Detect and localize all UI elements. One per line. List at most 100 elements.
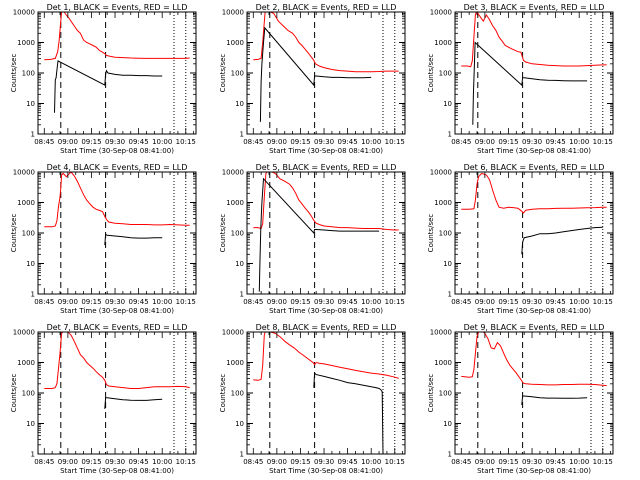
x-tick-label: 08:45 — [243, 458, 263, 466]
x-tick-label: 09:30 — [522, 298, 542, 306]
y-tick-label: 100 — [439, 230, 452, 238]
y-tick-label: 10000 — [430, 329, 452, 337]
x-tick-label: 10:00 — [152, 298, 172, 306]
x-axis-label: Start Time (30-Sep-08 08:41:00) — [477, 307, 591, 315]
x-axis-label: Start Time (30-Sep-08 08:41:00) — [477, 467, 591, 475]
x-tick-label: 09:00 — [475, 138, 495, 146]
plot-frame — [246, 11, 406, 135]
x-tick-label: 09:00 — [475, 298, 495, 306]
y-tick-label: 10 — [443, 260, 452, 268]
y-tick-label: 100 — [231, 230, 244, 238]
x-tick-label: 09:30 — [314, 298, 334, 306]
x-tick-label: 10:15 — [176, 458, 196, 466]
y-tick-label: 100 — [22, 390, 35, 398]
x-tick-label: 09:30 — [522, 138, 542, 146]
y-tick-label: 1 — [31, 291, 35, 299]
x-tick-label: 09:45 — [129, 298, 149, 306]
x-tick-label: 09:00 — [58, 138, 78, 146]
series-line-lld — [461, 172, 607, 214]
x-tick-label: 08:45 — [34, 298, 54, 306]
y-tick-label: 10 — [26, 260, 35, 268]
panel-title: Det 5, BLACK = Events, RED = LLD — [256, 163, 397, 172]
series-line-lld — [44, 332, 190, 389]
x-tick-label: 10:15 — [385, 458, 405, 466]
x-tick-label: 10:00 — [569, 138, 589, 146]
plot-frame — [454, 331, 614, 455]
y-tick-label: 1 — [448, 131, 452, 139]
x-tick-label: 10:00 — [569, 458, 589, 466]
series-line-events — [521, 226, 603, 255]
x-tick-label: 09:15 — [498, 298, 518, 306]
y-tick-label: 100 — [439, 70, 452, 78]
x-tick-label: 09:15 — [81, 458, 101, 466]
y-tick-label: 1000 — [434, 359, 452, 367]
series-line-events — [54, 60, 163, 113]
x-tick-label: 10:15 — [593, 458, 613, 466]
x-tick-label: 09:00 — [475, 458, 495, 466]
y-tick-label: 1000 — [434, 39, 452, 47]
y-tick-label: 10000 — [222, 329, 244, 337]
detector-panel-7: Det 7, BLACK = Events, RED = LLD 1 10 100 10… — [10, 323, 197, 475]
x-tick-label: 08:45 — [451, 458, 471, 466]
x-tick-label: 09:00 — [58, 298, 78, 306]
x-tick-label: 09:45 — [129, 458, 149, 466]
x-tick-label: 10:00 — [361, 298, 381, 306]
x-tick-label: 09:45 — [129, 138, 149, 146]
plot-frame — [37, 331, 197, 455]
panel-title: Det 2, BLACK = Events, RED = LLD — [256, 3, 397, 12]
series-line-lld — [253, 332, 399, 381]
x-tick-label: 09:30 — [105, 298, 125, 306]
x-tick-label: 09:15 — [290, 298, 310, 306]
panel-title: Det 8, BLACK = Events, RED = LLD — [256, 323, 397, 332]
y-tick-label: 10000 — [222, 9, 244, 17]
y-tick-label: 1 — [448, 291, 452, 299]
plot-frame — [37, 11, 197, 135]
x-tick-label: 09:45 — [546, 458, 566, 466]
detector-panel-6: Det 6, BLACK = Events, RED = LLD 1 10 100 10… — [427, 163, 614, 315]
detector-panel-8: Det 8, BLACK = Events, RED = LLD 1 10 100 10… — [219, 323, 406, 475]
y-tick-label: 10 — [26, 100, 35, 108]
x-tick-label: 09:45 — [338, 298, 358, 306]
y-axis-label: Counts/sec — [219, 214, 227, 253]
y-axis-label: Counts/sec — [10, 374, 18, 413]
x-axis-label: Start Time (30-Sep-08 08:41:00) — [477, 147, 591, 155]
y-tick-label: 100 — [231, 390, 244, 398]
y-tick-label: 1000 — [434, 199, 452, 207]
x-tick-label: 10:15 — [176, 298, 196, 306]
y-tick-label: 100 — [22, 230, 35, 238]
series-line-lld — [461, 332, 607, 387]
x-axis-label: Start Time (30-Sep-08 08:41:00) — [60, 467, 174, 475]
y-tick-label: 100 — [231, 70, 244, 78]
x-tick-label: 08:45 — [243, 298, 263, 306]
y-tick-label: 10 — [443, 420, 452, 428]
y-tick-label: 10 — [26, 420, 35, 428]
y-tick-label: 1 — [240, 291, 244, 299]
x-tick-label: 09:00 — [267, 458, 287, 466]
y-tick-label: 1000 — [17, 39, 35, 47]
x-tick-label: 09:30 — [105, 458, 125, 466]
x-tick-label: 08:45 — [451, 138, 471, 146]
plot-frame — [454, 11, 614, 135]
y-tick-label: 1000 — [226, 199, 244, 207]
y-tick-label: 10000 — [13, 169, 35, 177]
x-tick-label: 08:45 — [34, 458, 54, 466]
x-tick-label: 09:45 — [546, 138, 566, 146]
detector-panel-9: Det 9, BLACK = Events, RED = LLD 1 10 100 10… — [427, 323, 614, 475]
panel-title: Det 7, BLACK = Events, RED = LLD — [47, 323, 188, 332]
x-tick-label: 09:00 — [58, 458, 78, 466]
x-tick-label: 10:00 — [569, 298, 589, 306]
series-line-events — [472, 41, 588, 125]
x-tick-label: 09:15 — [290, 458, 310, 466]
y-tick-label: 1 — [448, 451, 452, 459]
plot-frame — [37, 171, 197, 295]
x-tick-label: 09:45 — [338, 138, 358, 146]
y-tick-label: 10 — [235, 260, 244, 268]
x-tick-label: 09:15 — [81, 298, 101, 306]
x-tick-label: 09:30 — [314, 458, 334, 466]
x-tick-label: 09:45 — [338, 458, 358, 466]
x-tick-label: 09:15 — [81, 138, 101, 146]
x-tick-label: 09:30 — [314, 138, 334, 146]
x-tick-label: 09:30 — [105, 138, 125, 146]
series-line-events — [104, 233, 163, 246]
